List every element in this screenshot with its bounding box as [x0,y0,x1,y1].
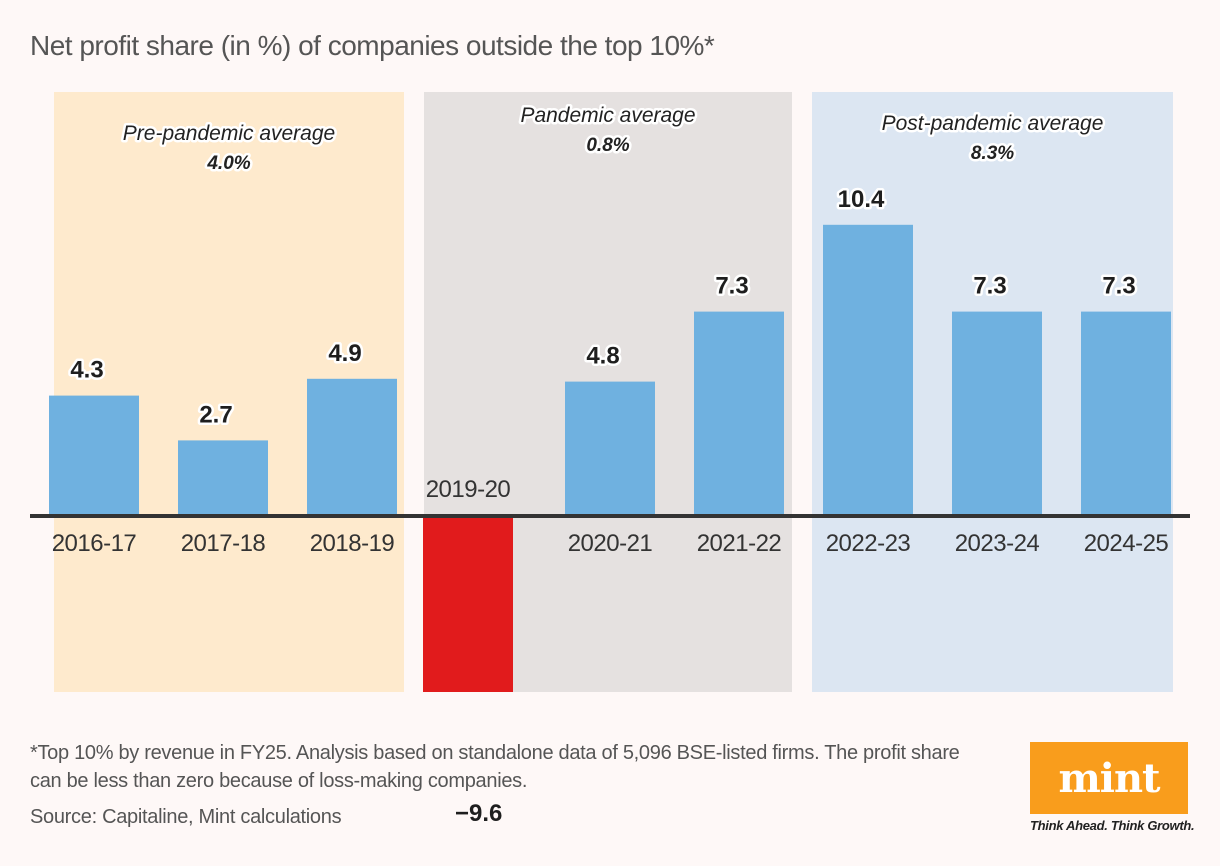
source-note: Source: Capitaline, Mint calculations [30,806,342,828]
category-label-2017-18: 2017-18 [181,530,266,557]
value-label-2017-18: 2.7 [199,401,232,428]
bar-2021-22 [694,311,784,516]
category-label-2016-17: 2016-17 [52,530,137,557]
bar-2024-25 [1081,311,1171,516]
category-label-2024-25: 2024-25 [1084,530,1169,557]
bar-2019-20 [423,516,513,692]
category-label-2020-21: 2020-21 [568,530,653,557]
value-label-2023-24: 7.3 [973,273,1006,300]
bar-2022-23 [823,224,913,517]
period-label: Pre-pandemic average [123,122,335,145]
category-label-2021-22: 2021-22 [697,530,782,557]
brand-tagline: Think Ahead. Think Growth. [1030,818,1195,833]
category-label-2019-20: 2019-20 [426,476,511,503]
value-label-2016-17: 4.3 [70,357,103,384]
bar-2020-21 [565,381,655,516]
category-label-2022-23: 2022-23 [826,530,911,557]
logo-text: mint [1058,754,1160,802]
period-average: 8.3% [971,143,1014,164]
value-label-2018-19: 4.9 [328,340,361,367]
value-label-2020-21: 4.8 [586,343,619,370]
bar-2016-17 [49,395,139,516]
value-label-2021-22: 7.3 [715,273,748,300]
period-label: Post-pandemic average [882,112,1104,135]
value-label-2019-20: −9.6 [455,800,503,827]
period-average: 0.8% [586,135,629,156]
zero-baseline [30,514,1190,518]
value-label-2024-25: 7.3 [1102,273,1135,300]
mint-logo: mint [1030,742,1188,814]
bar-2023-24 [952,311,1042,516]
chart-title: Net profit share (in %) of companies out… [30,30,715,61]
bar-2018-19 [307,378,397,516]
value-label-2022-23: 10.4 [838,186,885,213]
period-average: 4.0% [206,153,250,174]
category-label-2023-24: 2023-24 [955,530,1040,557]
category-label-2018-19: 2018-19 [310,530,395,557]
period-label: Pandemic average [520,104,695,127]
footnote: *Top 10% by revenue in FY25. Analysis ba… [30,742,960,792]
bar-2017-18 [178,440,268,516]
